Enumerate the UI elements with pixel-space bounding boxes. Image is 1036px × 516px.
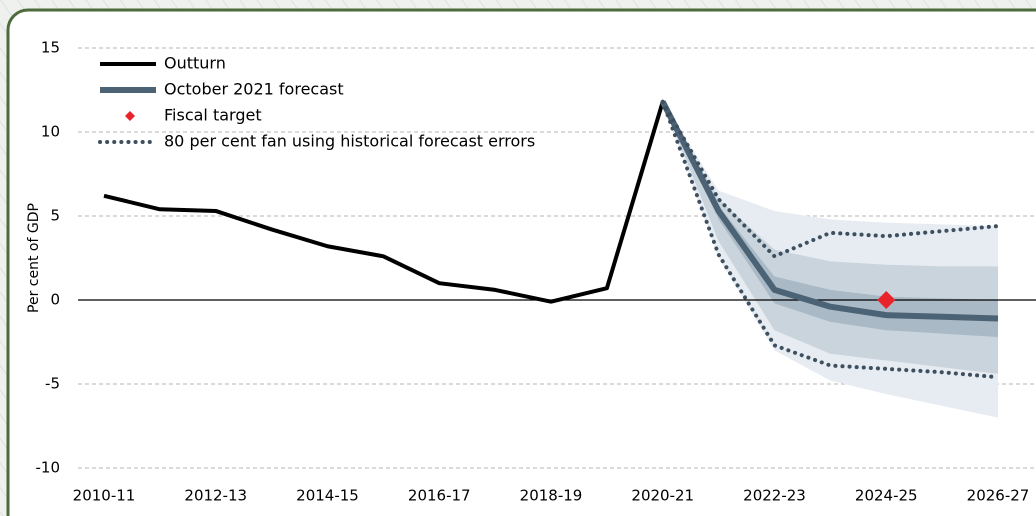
y-tick-label: 15 — [41, 39, 60, 57]
fiscal-target-marker — [877, 291, 896, 309]
x-tick-label: 2024-25 — [855, 487, 918, 505]
legend-label: 80 per cent fan using historical forecas… — [164, 132, 535, 151]
x-tick-label: 2026-27 — [967, 487, 1030, 505]
fan-band — [662, 101, 998, 337]
y-tick-label: -10 — [36, 459, 61, 477]
legend-label: October 2021 forecast — [164, 80, 344, 99]
series-line — [103, 101, 665, 304]
x-tick-label: 2012-13 — [184, 487, 247, 505]
x-tick-label: 2018-19 — [520, 487, 583, 505]
legend-label: Fiscal target — [164, 106, 262, 125]
legend-swatch — [125, 111, 135, 121]
y-tick-label: 10 — [41, 123, 60, 141]
y-tick-label: -5 — [45, 375, 60, 393]
legend-label: Outturn — [164, 54, 226, 73]
series-line — [660, 99, 1000, 259]
frame — [6, 8, 1036, 516]
x-tick-label: 2010-11 — [73, 487, 136, 505]
x-tick-label: 2014-15 — [296, 487, 359, 505]
y-axis-label: Per cent of GDP — [26, 203, 42, 313]
series-line — [660, 100, 999, 322]
x-tick-label: 2020-21 — [631, 487, 694, 505]
x-tick-label: 2016-17 — [408, 487, 471, 505]
y-tick-label: 0 — [50, 291, 60, 309]
series-line — [660, 99, 1000, 380]
y-tick-label: 5 — [50, 207, 60, 225]
x-tick-label: 2022-23 — [743, 487, 806, 505]
